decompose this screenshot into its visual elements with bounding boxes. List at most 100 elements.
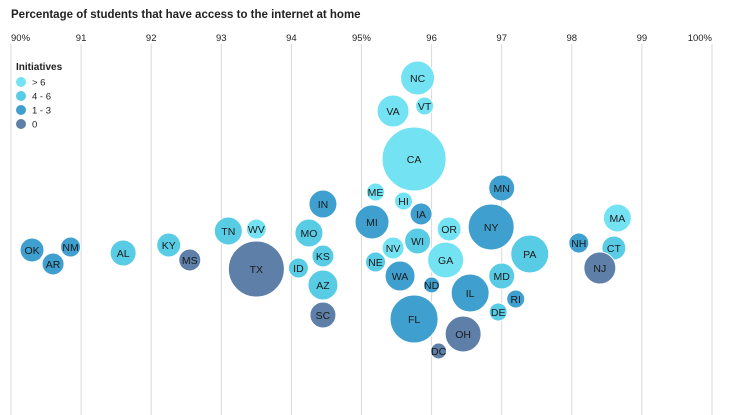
bubble-wv: WV <box>245 218 267 240</box>
bubble-label: NY <box>484 222 499 234</box>
bubble-label: RI <box>510 294 521 306</box>
bubble-circle <box>506 289 526 309</box>
bubble-circle <box>430 342 448 360</box>
bubble-pa: PA <box>510 234 550 274</box>
bubble-circle <box>400 60 436 96</box>
bubble-circle <box>245 218 267 240</box>
bubble-label: CA <box>407 154 422 166</box>
bubble-label: OH <box>455 329 471 341</box>
bubble-circle <box>307 269 339 301</box>
bubble-label: VA <box>386 106 399 118</box>
x-tick-label: 93 <box>216 33 227 44</box>
bubble-label: WA <box>392 271 409 283</box>
bubble-label: MO <box>300 228 317 240</box>
bubble-label: ND <box>424 280 440 292</box>
bubble-ia: IA <box>409 202 433 226</box>
bubble-circle <box>60 236 82 258</box>
x-tick-label: 92 <box>146 33 157 44</box>
bubble-circle <box>568 232 590 254</box>
x-tick-label: 91 <box>76 33 87 44</box>
bubble-ar: AR <box>41 252 65 276</box>
bubble-circle <box>156 232 182 258</box>
bubble-label: DE <box>491 307 506 319</box>
bubble-tn: TN <box>213 216 243 246</box>
bubble-wi: WI <box>404 227 432 255</box>
x-tick-label: 95% <box>352 33 372 44</box>
bubble-circle <box>583 251 617 285</box>
legend-entry-zero: 0 <box>16 119 37 131</box>
x-tick-label: 96 <box>426 33 437 44</box>
bubble-circle <box>381 236 405 260</box>
bubble-tx: TX <box>227 240 285 298</box>
bubble-circle <box>415 96 435 116</box>
bubble-label: WI <box>411 236 424 248</box>
bubble-circle <box>444 315 482 353</box>
bubble-vt: VT <box>415 96 435 116</box>
legend-label: 0 <box>32 120 37 131</box>
bubble-label: NJ <box>593 263 606 275</box>
bubble-circle <box>366 182 386 202</box>
x-tick-label: 90% <box>11 33 31 44</box>
bubble-circle <box>381 126 447 192</box>
legend-label: 4 - 6 <box>32 92 51 103</box>
bubble-circle <box>365 251 387 273</box>
x-tick-label: 99 <box>637 33 648 44</box>
bubble-circle <box>467 203 515 251</box>
bubble-al: AL <box>109 239 137 267</box>
bubble-circle <box>19 237 45 263</box>
bubble-label: MS <box>182 255 198 267</box>
bubble-label: WV <box>248 224 265 236</box>
bubble-de: DE <box>488 302 508 322</box>
x-tick-label: 94 <box>286 33 297 44</box>
bubble-label: MN <box>494 183 510 195</box>
bubble-circle <box>436 216 462 242</box>
bubble-nm: NM <box>60 236 82 258</box>
bubble-label: MA <box>609 213 625 225</box>
bubble-mn: MN <box>488 174 516 202</box>
bubble-circle <box>409 202 433 226</box>
x-tick-label: 100% <box>688 33 713 44</box>
legend-label: 1 - 3 <box>32 106 51 117</box>
bubble-hi: HI <box>394 191 414 211</box>
bubble-label: IL <box>466 288 475 300</box>
bubble-circle <box>287 257 309 279</box>
legend-label: > 6 <box>32 78 45 89</box>
bubble-label: MD <box>494 271 511 283</box>
legend-entry-4to6: 4 - 6 <box>16 91 51 103</box>
bubble-label: DC <box>431 346 447 358</box>
bubble-me: ME <box>366 182 386 202</box>
bubble-mo: MO <box>294 218 324 248</box>
bubble-fl: FL <box>389 294 439 344</box>
bubble-label: OR <box>441 224 457 236</box>
x-tick-label: 98 <box>567 33 578 44</box>
bubble-circle <box>488 262 516 290</box>
bubble-ms: MS <box>178 248 202 272</box>
bubble-il: IL <box>450 273 490 313</box>
bubble-circle <box>354 204 390 240</box>
bubble-circle <box>450 273 490 313</box>
bubble-circle <box>213 216 243 246</box>
bubble-ks: KS <box>311 244 335 268</box>
bubble-label: IA <box>416 209 426 221</box>
bubble-circle <box>227 240 285 298</box>
bubble-label: NH <box>571 238 586 250</box>
bubble-md: MD <box>488 262 516 290</box>
bubble-circle <box>109 239 137 267</box>
bubble-label: AR <box>46 259 61 271</box>
legend-swatch <box>16 77 26 87</box>
bubble-label: KY <box>162 240 176 252</box>
legend-swatch <box>16 105 26 115</box>
bubble-circle <box>404 227 432 255</box>
bubble-az: AZ <box>307 269 339 301</box>
bubble-ok: OK <box>19 237 45 263</box>
bubble-circle <box>309 301 337 329</box>
legend: Initiatives > 6 4 - 6 1 - 3 0 <box>16 62 63 131</box>
bubble-ne: NE <box>365 251 387 273</box>
x-tick-label: 97 <box>496 33 507 44</box>
bubble-va: VA <box>376 94 410 128</box>
bubble-wa: WA <box>384 260 416 292</box>
legend-entry-1to3: 1 - 3 <box>16 105 51 117</box>
bubble-circle <box>308 189 338 219</box>
bubble-id: ID <box>287 257 309 279</box>
bubble-nc: NC <box>400 60 436 96</box>
